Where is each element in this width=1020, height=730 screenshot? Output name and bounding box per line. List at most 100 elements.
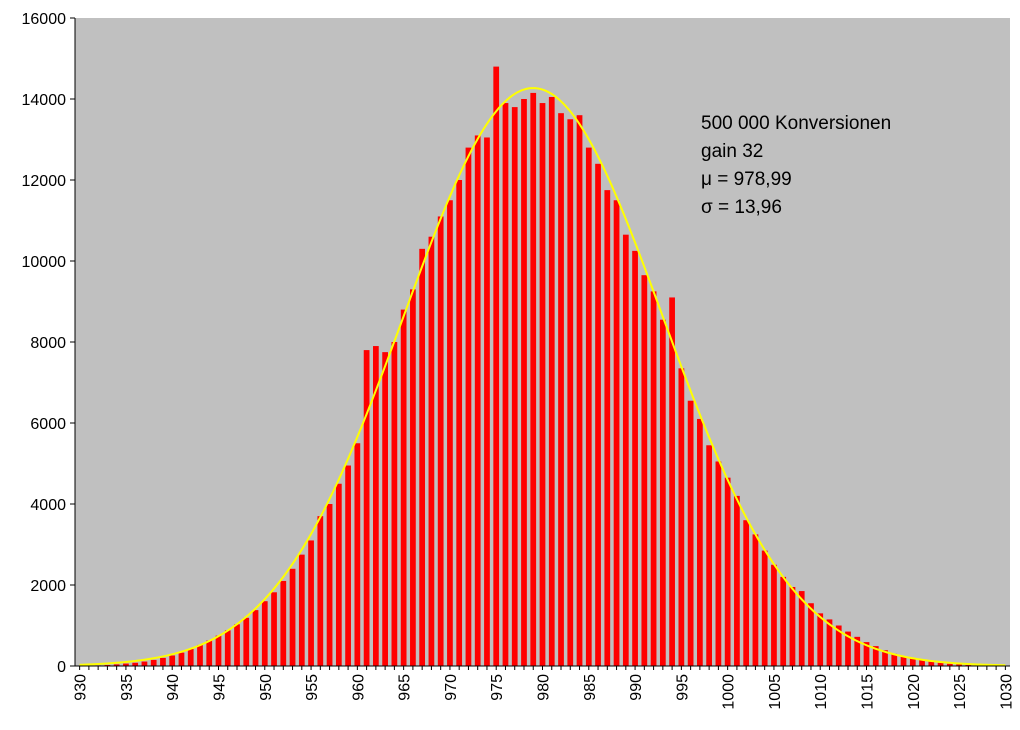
bar [937,662,944,666]
bar [558,113,564,667]
bar [335,483,342,666]
bar [872,646,879,666]
y-tick-label: 2000 [30,578,66,595]
bar [224,630,231,666]
x-tick-label: 985 [582,674,599,701]
bar [771,564,777,666]
bar [928,661,935,666]
bar [345,465,351,666]
x-tick-label: 995 [674,674,691,701]
bar [567,119,574,666]
bar [465,147,472,667]
bar [419,248,426,666]
x-tick-label: 930 [73,674,90,701]
x-tick-label: 950 [258,674,275,701]
bar [474,135,481,666]
bar [641,275,648,666]
bar [909,658,916,666]
bar [632,250,638,667]
x-tick-label: 940 [165,674,182,701]
bar [169,655,176,666]
bar [715,461,722,666]
x-tick-label: 990 [628,674,645,701]
bar [891,653,898,666]
bar [595,163,601,667]
y-tick-label: 16000 [22,11,67,28]
bar [780,576,787,666]
normal-fit-curve [79,87,1006,667]
bar [835,625,842,666]
bar [354,443,361,666]
bar [900,656,907,666]
bar [622,234,629,666]
bar [289,568,296,666]
bar [530,92,537,667]
stats-annotation: 500 000 Konversionen gain 32 μ = 978,99 … [701,113,891,218]
bar [400,309,407,666]
bar [798,591,805,666]
y-tick-label: 14000 [22,92,67,109]
bar [373,346,379,666]
x-tick-label: 1005 [767,674,784,710]
bar [280,580,287,666]
bar [678,368,685,666]
bar [863,642,870,666]
bar [150,659,157,666]
bar [604,190,611,667]
bar [752,534,759,667]
bar [956,664,962,666]
bar [437,216,444,666]
bar [761,550,768,666]
bar [160,657,166,666]
bar [882,650,888,666]
bar [317,516,324,666]
y-tick-label: 12000 [22,173,67,190]
bar [493,66,500,667]
x-tick-label: 945 [211,674,228,701]
bar [123,663,129,666]
bar [502,103,509,667]
bar [104,664,111,666]
x-axis-ticks: 930 935 940 945 950 955 960 965 970 975 980 985 990 9… [73,666,1015,710]
bar [548,96,555,667]
bar [326,504,333,666]
bar [511,107,518,667]
bar [613,200,620,666]
bar [243,617,250,666]
bar [252,610,259,666]
x-tick-label: 1015 [860,674,877,710]
x-tick-label: 1025 [952,674,969,710]
x-tick-label: 960 [350,674,367,701]
bar [215,635,222,667]
x-tick-label: 935 [119,674,136,701]
annotation-sigma: σ = 13,96 [701,197,782,218]
bar [576,115,583,666]
x-tick-label: 1000 [721,674,738,710]
bar [261,601,268,666]
bar [697,418,703,666]
bar [132,662,139,666]
bar [521,99,527,666]
bar [650,291,657,667]
annotation-conversions: 500 000 Konversionen [701,113,891,134]
bar [484,137,490,667]
bar [456,180,463,666]
bar [197,644,203,666]
bar [743,520,750,666]
bar [187,648,194,666]
x-tick-label: 970 [443,674,460,701]
bar [946,663,953,666]
bar [854,636,861,666]
bar [410,289,416,666]
bar [724,477,731,666]
y-tick-label: 4000 [30,497,66,514]
bar [382,352,388,667]
bar [585,147,592,667]
bar [734,495,740,666]
bar [178,652,185,666]
y-tick-label: 0 [57,659,66,676]
y-tick-label: 10000 [22,254,67,271]
bar [113,664,120,666]
bar [845,631,851,666]
